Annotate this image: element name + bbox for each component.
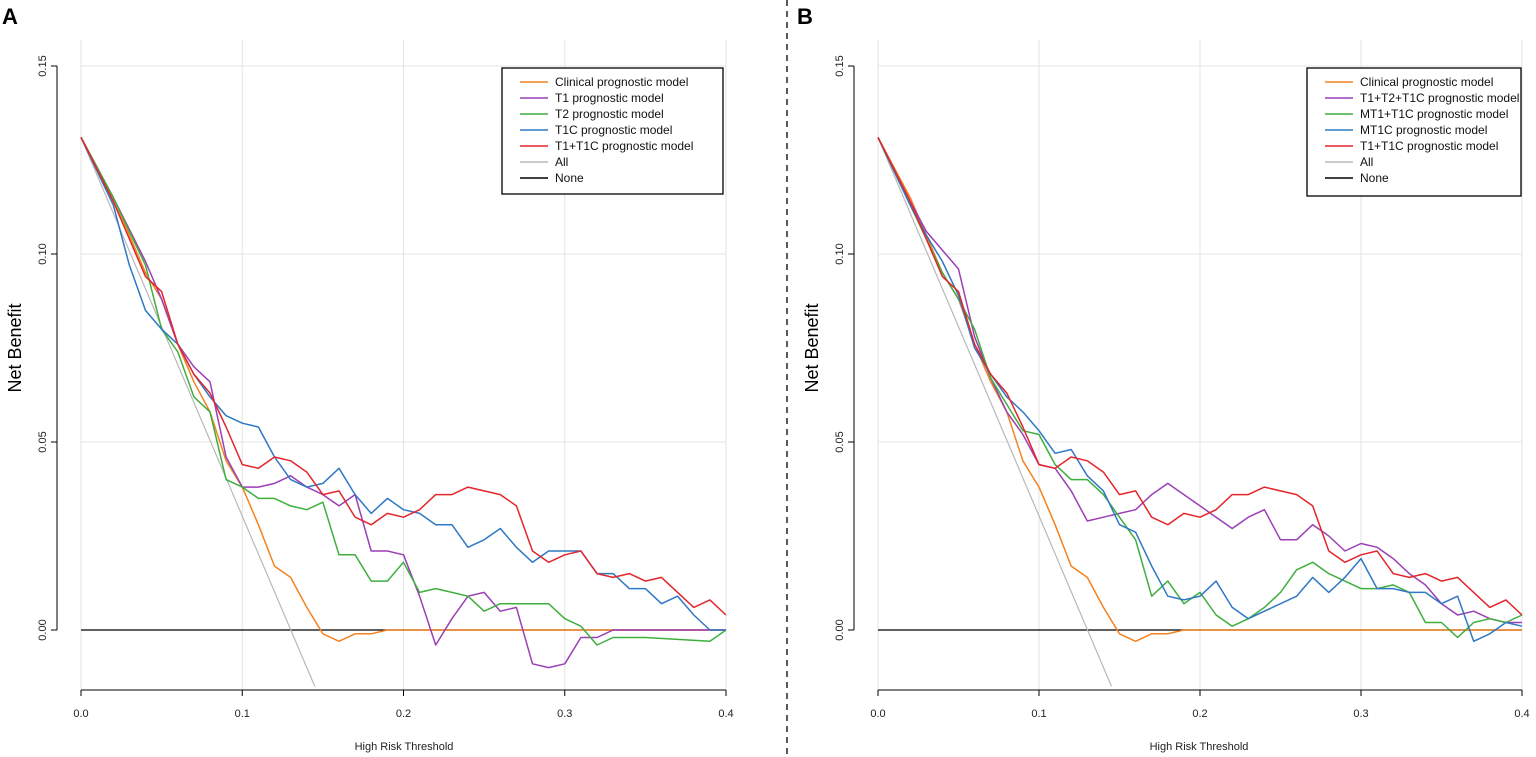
- series-line-t1-t2-t1c-prognostic-model: [877, 137, 1522, 624]
- x-tick-label: 0.4: [1514, 708, 1529, 720]
- panel-label-b: B: [797, 4, 813, 29]
- legend-label: T1+T2+T1C prognostic model: [1360, 91, 1519, 105]
- series-line-t1-prognostic-model: [80, 137, 726, 669]
- legend-label: MT1+T1C prognostic model: [1360, 107, 1508, 121]
- series-line-t1c-prognostic-model: [80, 137, 726, 631]
- y-tick-label: 0.15: [37, 55, 49, 76]
- series-line-mt1c-prognostic-model: [877, 137, 1523, 643]
- y-tick-label: 0.15: [834, 55, 846, 76]
- y-tick-label: 0.10: [834, 243, 846, 264]
- plot-a: 0.00 0.05 0.10 0.15 0.0 0.1 0.2 0.3 0.4 Clinical …: [37, 40, 734, 720]
- x-tick-label: 0.3: [1353, 708, 1368, 720]
- x-tick-label: 0.2: [396, 708, 411, 720]
- x-tick-label: 0.4: [718, 708, 733, 720]
- series-line-t1-t1c-prognostic-model: [80, 137, 727, 616]
- x-tick-label: 0.3: [557, 708, 572, 720]
- legend-label: T2 prognostic model: [555, 107, 664, 121]
- legend-label: Clinical prognostic model: [1360, 75, 1493, 89]
- series-line-mt1-t1c-prognostic-model: [877, 137, 1523, 639]
- series-line-t1-t1c-prognostic-model: [877, 137, 1523, 616]
- legend-label: T1+T1C prognostic model: [1360, 139, 1498, 153]
- series-line-all: [877, 137, 1113, 687]
- panel-label-a: A: [2, 4, 18, 29]
- x-tick-label: 0.1: [235, 708, 250, 720]
- x-tick-label: 0.1: [1031, 708, 1046, 720]
- x-axis-title-a: High Risk Threshold: [355, 741, 454, 753]
- x-tick-label: 0.0: [73, 708, 88, 720]
- y-axis-title-a: Net Benefit: [5, 303, 25, 392]
- y-axis-title-b: Net Benefit: [802, 303, 822, 392]
- legend-label: T1+T1C prognostic model: [555, 139, 693, 153]
- legend-label: T1 prognostic model: [555, 91, 664, 105]
- x-axis-title-b: High Risk Threshold: [1150, 741, 1249, 753]
- x-tick-label: 0.0: [870, 708, 885, 720]
- series-line-all: [80, 137, 316, 687]
- y-tick-label: 0.00: [834, 619, 846, 640]
- series-line-t2-prognostic-model: [80, 137, 727, 646]
- legend-label: All: [555, 155, 568, 169]
- panel-b: B 0.00 0.05 0.10 0.15 0.0 0.1 0.2 0.3 0.4 Clinica…: [797, 4, 1530, 753]
- plot-b: 0.00 0.05 0.10 0.15 0.0 0.1 0.2 0.3 0.4 Clinical …: [834, 40, 1530, 720]
- legend-box: [501, 67, 724, 195]
- legend-label: None: [1360, 171, 1389, 185]
- legend-label: Clinical prognostic model: [555, 75, 688, 89]
- panel-a: A 0.00 0.05 0.10 0.15 0.0 0.1 0.2 0.3 0.4 Clinica…: [2, 4, 734, 753]
- legend-label: MT1C prognostic model: [1360, 123, 1487, 137]
- legend-label: T1C prognostic model: [555, 123, 672, 137]
- y-tick-label: 0.05: [834, 431, 846, 452]
- y-tick-label: 0.00: [37, 619, 49, 640]
- y-tick-label: 0.05: [37, 431, 49, 452]
- legend-label: None: [555, 171, 584, 185]
- x-tick-label: 0.2: [1192, 708, 1207, 720]
- legend-box: [1306, 67, 1522, 197]
- y-tick-label: 0.10: [37, 243, 49, 264]
- legend-label: All: [1360, 155, 1373, 169]
